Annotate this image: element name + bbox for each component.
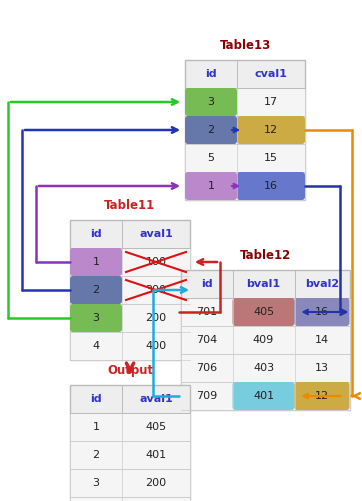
Text: id: id — [90, 394, 102, 404]
FancyBboxPatch shape — [232, 382, 295, 410]
FancyBboxPatch shape — [70, 276, 122, 304]
FancyBboxPatch shape — [295, 382, 349, 410]
Text: 3: 3 — [207, 97, 215, 107]
Bar — [70, 304, 190, 332]
Bar — [70, 276, 190, 304]
Bar — [181, 270, 349, 410]
Text: id: id — [201, 279, 212, 289]
Bar — [181, 298, 349, 326]
Text: bval1: bval1 — [247, 279, 281, 289]
FancyBboxPatch shape — [70, 248, 122, 276]
Bar — [185, 60, 305, 200]
FancyBboxPatch shape — [70, 304, 122, 332]
Bar — [70, 248, 190, 276]
Bar — [185, 116, 305, 144]
Bar — [70, 332, 190, 360]
Bar — [181, 382, 349, 410]
Text: cval1: cval1 — [254, 69, 287, 79]
Text: 13: 13 — [315, 363, 329, 373]
Bar — [185, 88, 305, 116]
Text: 704: 704 — [196, 335, 217, 345]
Text: 405: 405 — [146, 422, 167, 432]
Text: 401: 401 — [253, 391, 274, 401]
Text: 300: 300 — [146, 285, 167, 295]
Bar — [185, 172, 305, 200]
Text: 405: 405 — [253, 307, 274, 317]
Bar — [70, 469, 190, 497]
Bar — [70, 385, 190, 501]
FancyBboxPatch shape — [232, 298, 295, 326]
FancyBboxPatch shape — [295, 298, 349, 326]
Text: 1: 1 — [93, 257, 100, 267]
Bar — [70, 441, 190, 469]
Text: Table12: Table12 — [239, 249, 291, 262]
Text: 15: 15 — [264, 153, 278, 163]
Text: 400: 400 — [146, 341, 167, 351]
FancyBboxPatch shape — [185, 172, 237, 200]
Text: 4: 4 — [92, 341, 100, 351]
FancyBboxPatch shape — [185, 116, 237, 144]
Text: 2: 2 — [92, 285, 100, 295]
Text: 17: 17 — [264, 97, 278, 107]
Text: id: id — [205, 69, 217, 79]
Text: 3: 3 — [93, 478, 100, 488]
Text: 403: 403 — [253, 363, 274, 373]
Text: 16: 16 — [315, 307, 329, 317]
Text: 12: 12 — [264, 125, 278, 135]
Bar — [70, 413, 190, 441]
Text: 3: 3 — [93, 313, 100, 323]
Bar — [181, 326, 349, 354]
Text: 16: 16 — [264, 181, 278, 191]
Bar — [70, 497, 190, 501]
Text: 100: 100 — [146, 257, 167, 267]
Text: 701: 701 — [196, 307, 217, 317]
Text: 12: 12 — [315, 391, 329, 401]
Text: 200: 200 — [146, 313, 167, 323]
Bar — [70, 220, 190, 360]
Text: 1: 1 — [93, 422, 100, 432]
FancyBboxPatch shape — [237, 172, 305, 200]
Bar — [181, 354, 349, 382]
Text: aval1: aval1 — [139, 394, 173, 404]
FancyBboxPatch shape — [237, 116, 305, 144]
Text: 1: 1 — [207, 181, 215, 191]
Text: 2: 2 — [207, 125, 215, 135]
Text: 2: 2 — [92, 450, 100, 460]
Text: 409: 409 — [253, 335, 274, 345]
Text: 706: 706 — [196, 363, 217, 373]
Text: aval1: aval1 — [139, 229, 173, 239]
Text: Table11: Table11 — [104, 199, 156, 212]
Text: 709: 709 — [196, 391, 217, 401]
Text: id: id — [90, 229, 102, 239]
Text: 401: 401 — [146, 450, 167, 460]
Text: bval2: bval2 — [305, 279, 339, 289]
Bar — [185, 144, 305, 172]
Text: 14: 14 — [315, 335, 329, 345]
Text: Output: Output — [107, 364, 153, 377]
Text: 200: 200 — [146, 478, 167, 488]
FancyBboxPatch shape — [185, 88, 237, 116]
Text: 5: 5 — [207, 153, 215, 163]
Text: Table13: Table13 — [219, 39, 271, 52]
